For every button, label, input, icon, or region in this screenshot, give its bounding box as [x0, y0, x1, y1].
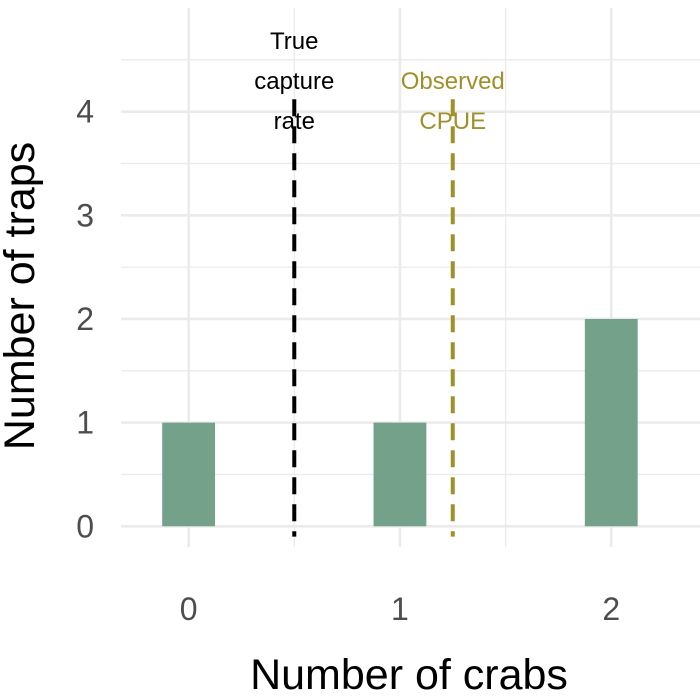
- bar-1: [373, 422, 427, 527]
- x-tick-label: 1: [391, 591, 409, 627]
- y-tick-label: 1: [76, 405, 94, 441]
- x-tick-label: 0: [180, 591, 198, 627]
- true-capture-rate-label: True: [270, 28, 318, 55]
- bars: [162, 318, 638, 527]
- reference-lines: True capture rate Observed CPUE: [254, 28, 505, 537]
- y-tick-label: 3: [76, 197, 94, 233]
- tick-labels: 0 1 2 0 1 2 3 4: [76, 94, 620, 627]
- observed-cpue-label: CPUE: [419, 108, 486, 135]
- observed-cpue-label: Observed: [401, 68, 505, 95]
- y-tick-label: 4: [76, 94, 94, 130]
- y-tick-label: 2: [76, 301, 94, 337]
- bar-0: [162, 422, 216, 527]
- true-capture-rate-label: capture: [254, 68, 334, 95]
- y-axis-title: Number of traps: [0, 142, 44, 450]
- true-capture-rate-label: rate: [274, 108, 315, 135]
- x-tick-label: 2: [602, 591, 620, 627]
- bar-2: [584, 318, 638, 527]
- x-axis-title: Number of crabs: [250, 651, 568, 699]
- y-tick-label: 0: [76, 508, 94, 544]
